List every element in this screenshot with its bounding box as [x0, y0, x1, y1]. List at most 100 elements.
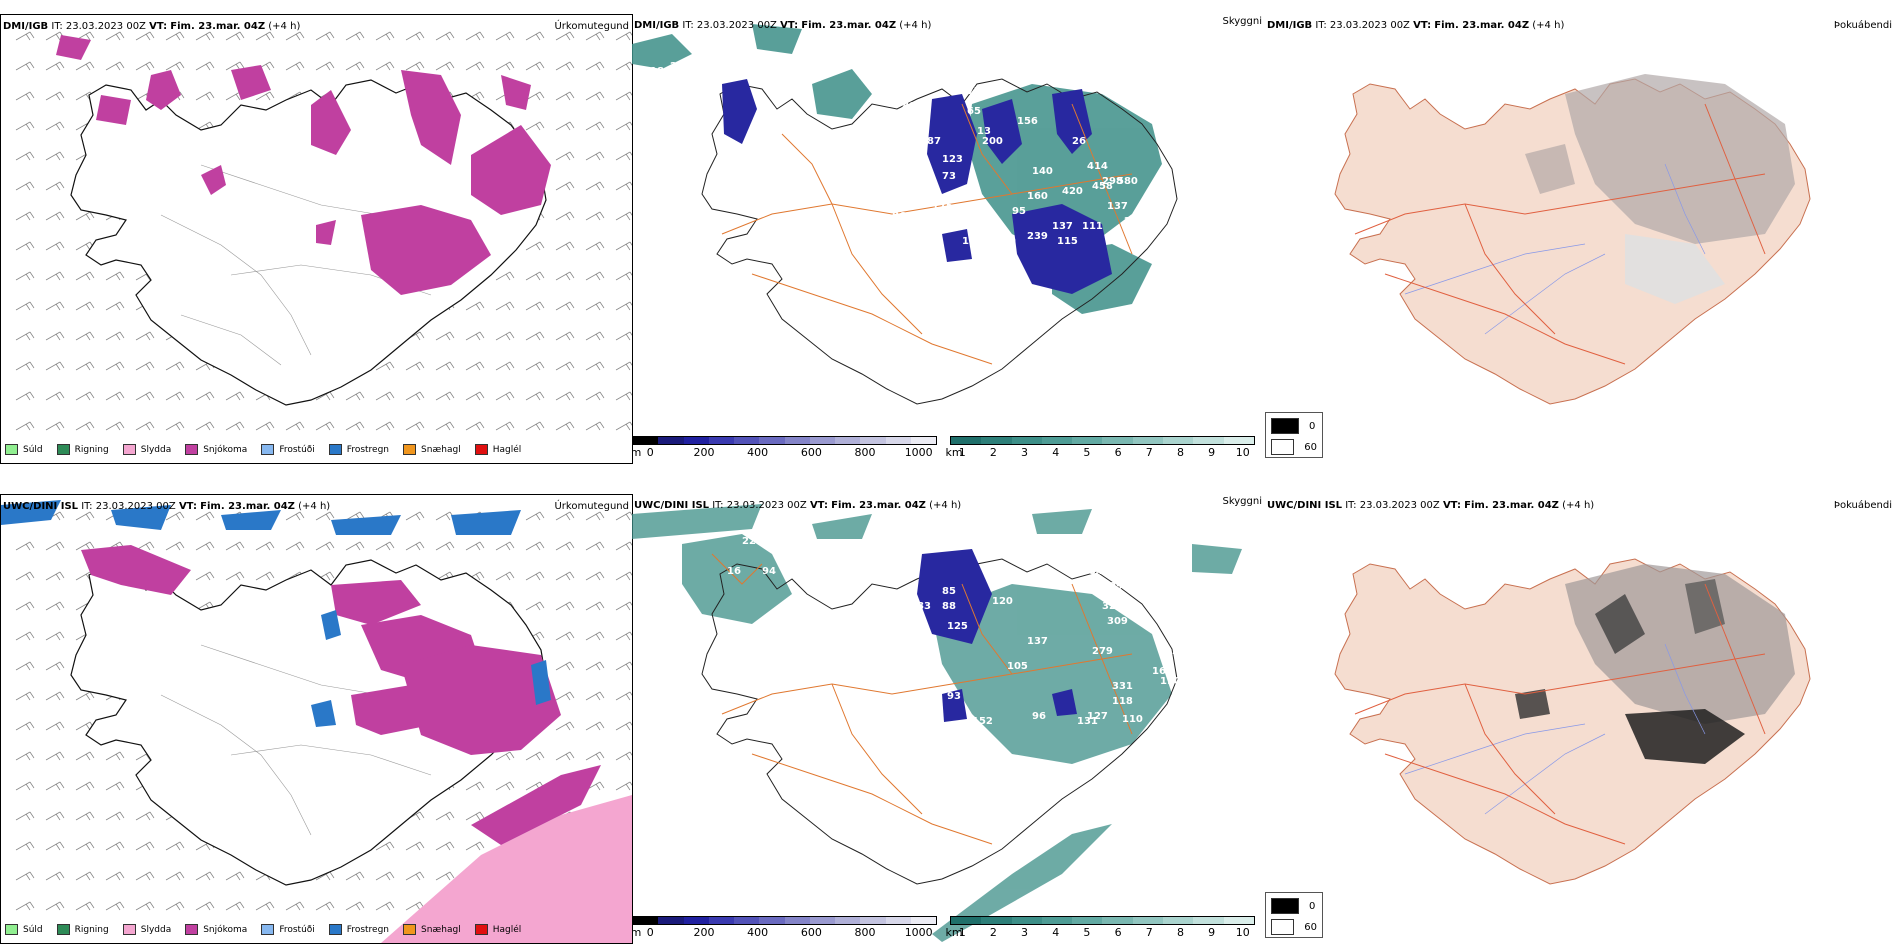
visibility-label: 112: [962, 236, 983, 247]
wind-barb: [45, 571, 65, 581]
ptype-header-top: DMI/IGB IT: 23.03.2023 00Z VT: Fim. 23.m…: [3, 21, 300, 32]
colorbar-tick: 400: [747, 446, 769, 459]
wind-barb: [615, 631, 632, 641]
legend-swatch: [261, 924, 275, 935]
colorbar-tick: 2: [989, 926, 997, 939]
visibility-label: 229: [1124, 216, 1145, 227]
init-time: 23.03.2023 00Z: [726, 500, 807, 511]
legend-swatch: [403, 924, 417, 935]
wind-barb: [75, 271, 95, 281]
colorbar-tick: 8: [1176, 446, 1184, 459]
wind-barb: [555, 691, 575, 701]
roads: [1354, 583, 1766, 845]
wind-barb: [45, 391, 65, 401]
wind-barb: [15, 571, 35, 581]
wind-barb: [45, 901, 65, 911]
fog-map-bottom: [1334, 558, 1811, 885]
wind-barb: [465, 331, 485, 341]
wind-barb: [225, 571, 245, 581]
wind-barb: [225, 421, 245, 431]
colorbar-cell: [759, 437, 785, 444]
wind-barb: [435, 421, 455, 431]
wind-barb: [45, 751, 65, 761]
wind-barb: [15, 841, 35, 851]
wind-barb: [195, 871, 215, 881]
wind-barb: [405, 421, 425, 431]
wind-barb: [15, 121, 35, 131]
visibility-label: 200: [982, 136, 1003, 147]
wind-barb: [315, 31, 335, 41]
visibility-label: 123: [942, 154, 963, 165]
colorbar-cell: [1193, 437, 1224, 444]
visibility-label: 148: [972, 211, 993, 222]
wind-barb: [405, 541, 425, 551]
colorbar-cell: [708, 437, 734, 444]
panel-fog-top: DMI/IGB IT: 23.03.2023 00Z VT: Fim. 23.m…: [1265, 14, 1900, 462]
wind-barb: [555, 631, 575, 641]
visibility-label: 88: [902, 586, 916, 597]
wind-barb: [615, 571, 632, 581]
wind-barb: [375, 841, 395, 851]
colorbar-cell: [1072, 917, 1103, 924]
legend-swatch: [5, 924, 18, 935]
wind-barb: [375, 361, 395, 371]
legend-label: Snæhagl: [421, 444, 461, 455]
wind-barb: [525, 571, 545, 581]
init-time: 23.03.2023 00Z: [1359, 500, 1440, 511]
ptype-legend-bottom: Súld Rigning Slydda Snjókoma Frostúði Fr…: [5, 924, 521, 935]
wind-barb: [15, 361, 35, 371]
colorbar-cell: [809, 917, 835, 924]
ptype-title-top: Úrkomutegund: [554, 21, 629, 32]
legend-item: Rigning: [56, 924, 109, 935]
wind-barb: [255, 91, 275, 101]
colorbar-tick: 2: [989, 446, 997, 459]
colorbar-cell: [759, 917, 785, 924]
wind-barb: [105, 31, 125, 41]
snow-areas: [56, 35, 551, 295]
road-network: [721, 103, 1133, 365]
wind-barb: [165, 841, 185, 851]
wind-barb: [585, 631, 605, 641]
wind-barb: [105, 301, 125, 311]
colorbar-cell: [1193, 917, 1224, 924]
colorbar-cell: [1163, 437, 1194, 444]
legend-swatch: [56, 444, 70, 455]
colorbar-cell: [835, 917, 861, 924]
visibility-label: 96: [1032, 711, 1046, 722]
visibility-label: 209: [1102, 581, 1123, 592]
visibility-label: 88: [902, 101, 916, 112]
wind-barb: [225, 541, 245, 551]
colorbar-tick: 400: [747, 926, 769, 939]
wind-barb: [525, 301, 545, 311]
visibility-label: 67: [890, 146, 904, 157]
lead-time: (+4 h): [929, 500, 962, 511]
wind-barb: [45, 271, 65, 281]
colorbar-unit: km: [945, 926, 963, 939]
colorbar-cell: [734, 437, 760, 444]
wind-barb: [105, 61, 125, 71]
wind-barb: [495, 361, 515, 371]
legend-label: Haglél: [492, 444, 522, 455]
wind-barb: [345, 31, 365, 41]
vis-colorbar-m-bottom: m 0 200 400 600 800 1000: [632, 916, 937, 939]
wind-barb: [375, 871, 395, 881]
colorbar-tick: 5: [1083, 446, 1091, 459]
wind-barb: [165, 31, 185, 41]
ptype-map-top: [15, 31, 632, 431]
colorbar-tick: 200: [693, 926, 715, 939]
wind-barb: [555, 301, 575, 311]
legend-swatch: [185, 924, 199, 935]
wind-barb: [75, 301, 95, 311]
ptype-title-bottom: Úrkomutegund: [554, 501, 629, 512]
wind-barb: [495, 541, 515, 551]
ptype-legend-top: Súld Rigning Slydda Snjókoma Frostúði Fr…: [5, 444, 521, 455]
wind-barb: [345, 421, 365, 431]
legend-label: Rigning: [74, 444, 109, 455]
visibility-label: 87: [927, 136, 941, 147]
vis-header-top: DMI/IGB IT: 23.03.2023 00Z VT: Fim. 23.m…: [634, 20, 931, 31]
legend-label: Frostúði: [279, 444, 315, 455]
legend-item: Snæhagl: [403, 444, 461, 455]
visibility-label: 77: [967, 86, 981, 97]
colorbar-ticks: km 1 2 3 4 5 6 7 8 9 10: [945, 445, 1255, 459]
wind-barb: [195, 31, 215, 41]
